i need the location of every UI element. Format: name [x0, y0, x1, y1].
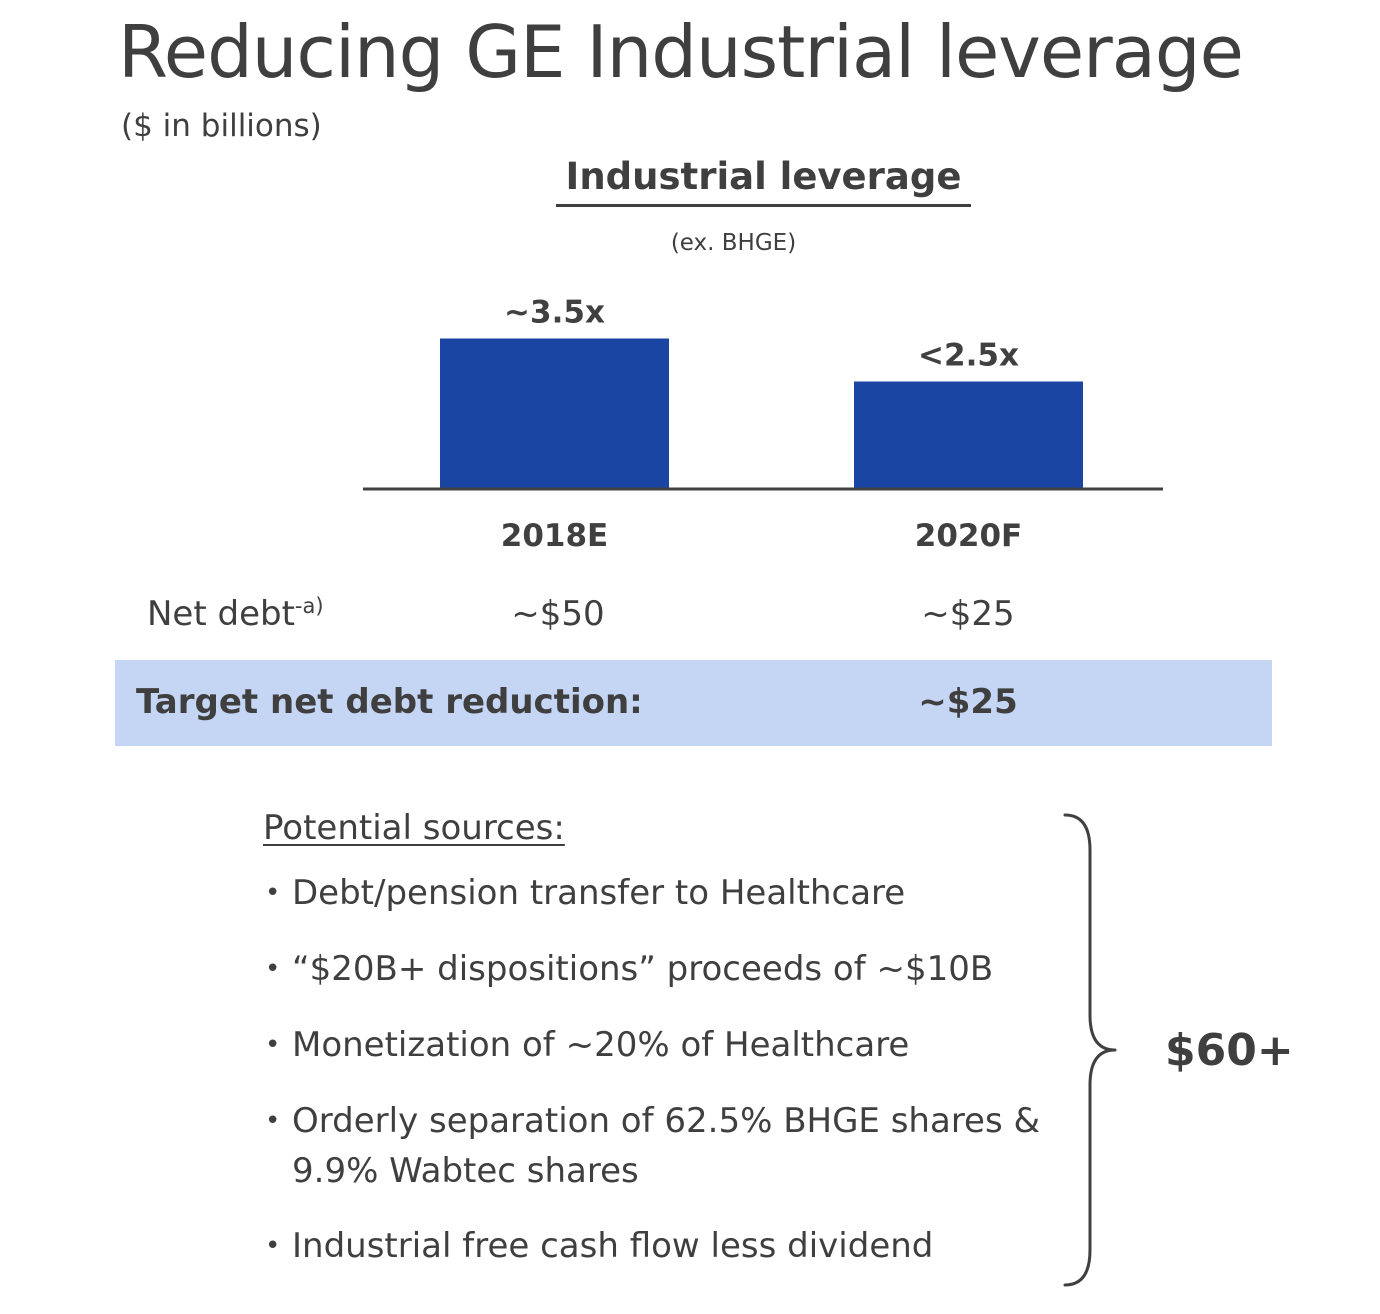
bar-2020F — [854, 381, 1083, 489]
target-row: Target net debt reduction: ~$25 — [115, 660, 1272, 746]
bullet-icon: • — [265, 1030, 281, 1060]
source-item-text: Debt/pension transfer to Healthcare — [292, 873, 906, 913]
slide-subtitle: ($ in billions) — [121, 108, 322, 144]
target-label: Target net debt reduction: — [136, 682, 643, 722]
data-label: <2.5x — [918, 338, 1019, 374]
x-tick-label: 2020F — [915, 518, 1022, 554]
source-item: • Industrial free cash flow less dividen… — [265, 1221, 1055, 1271]
net-debt-label: Net debt — [147, 594, 295, 634]
chart-subtitle: (ex. BHGE) — [670, 230, 797, 256]
sources-total: $60+ — [1165, 1025, 1294, 1076]
target-value: ~$25 — [918, 682, 1018, 722]
bullet-icon: • — [265, 1231, 281, 1261]
bullet-icon: • — [265, 878, 281, 908]
chart-title: Industrial leverage — [556, 155, 971, 207]
bullet-icon: • — [265, 954, 281, 984]
bar-2018E — [440, 338, 669, 489]
bullet-icon: • — [265, 1106, 281, 1136]
source-item-text: Orderly separation of 62.5% BHGE shares … — [292, 1101, 1040, 1191]
net-debt-value-2018: ~$50 — [511, 594, 605, 634]
source-item: • “$20B+ dispositions” proceeds of ~$10B — [265, 944, 1055, 994]
source-item-text: “$20B+ dispositions” proceeds of ~$10B — [292, 949, 994, 989]
net-debt-value-2020: ~$25 — [921, 594, 1015, 634]
source-item: • Debt/pension transfer to Healthcare — [265, 868, 1055, 918]
right-brace-icon — [1063, 813, 1117, 1287]
data-label: ~3.5x — [504, 295, 605, 331]
leverage-bar-chart: ~3.5x 2018E <2.5x 2020F — [363, 295, 1163, 554]
net-debt-footnote: -a) — [294, 594, 324, 618]
slide-title: Reducing GE Industrial leverage — [118, 10, 1244, 94]
x-tick-label: 2018E — [501, 518, 608, 554]
net-debt-row-label: Net debt-a) — [147, 594, 324, 634]
source-item-text: Industrial free cash flow less dividend — [292, 1226, 934, 1266]
source-item: • Orderly separation of 62.5% BHGE share… — [265, 1096, 1055, 1196]
sources-heading: Potential sources: — [263, 808, 565, 848]
source-item: • Monetization of ~20% of Healthcare — [265, 1020, 1055, 1070]
source-item-text: Monetization of ~20% of Healthcare — [292, 1025, 910, 1065]
